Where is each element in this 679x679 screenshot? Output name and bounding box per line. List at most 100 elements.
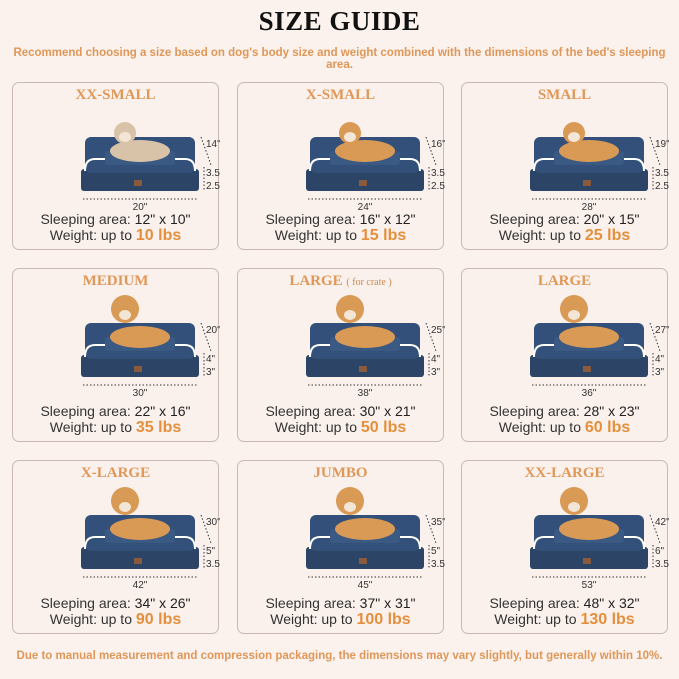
back-height-dim: 25"	[431, 325, 445, 336]
brand-tag	[134, 366, 142, 372]
weight-label: Weight: up to	[270, 611, 353, 627]
size-name: XX-LARGE	[462, 465, 667, 482]
weight-value: 10 lbs	[135, 227, 182, 244]
weight-value: 90 lbs	[135, 611, 182, 628]
weight-label: Weight: up to	[274, 419, 357, 435]
size-card: LARGE 36" 27" 4" 3" Sleeping area: 28" x…	[461, 268, 669, 442]
subtitle: Recommend choosing a size based on dog's…	[13, 47, 666, 71]
size-label: JUMBO	[313, 465, 368, 481]
dog-body	[335, 326, 395, 348]
dog-head	[560, 295, 588, 323]
bed-piping	[84, 536, 196, 550]
base-height-dim: 2.5"	[431, 181, 445, 192]
bed-illustration: 38" 25" 4" 3"	[306, 295, 445, 399]
back-height-dim: 42"	[655, 517, 669, 528]
bed-piping	[309, 158, 421, 172]
footer-note: Due to manual measurement and compressio…	[16, 650, 663, 662]
weight-label: Weight: up to	[49, 611, 132, 627]
dog-head	[111, 487, 139, 515]
width-dim: 20"	[133, 202, 148, 213]
dog-body	[559, 518, 619, 540]
dog-body	[335, 518, 395, 540]
cushion-height-dim: 3.5"	[431, 168, 445, 179]
cushion-height-dim: 4"	[431, 354, 441, 365]
cushion-height-dim: 6"	[655, 546, 665, 557]
cushion-height-dim: 3.5"	[655, 168, 669, 179]
size-card: X-LARGE 42" 30" 5" 3.5" Sleeping area: 3…	[12, 460, 220, 634]
dog-body	[110, 518, 170, 540]
weight-label: Weight: up to	[494, 611, 577, 627]
sleeping-area-label: Sleeping area:	[40, 595, 131, 611]
sleeping-area: Sleeping area: 12" x 10"	[13, 211, 218, 227]
sleeping-area-value: 20" x 15"	[583, 211, 640, 227]
base-height-dim: 3.5"	[431, 559, 445, 570]
base-height-dim: 3"	[206, 367, 216, 378]
sleeping-area-value: 12" x 10"	[134, 211, 191, 227]
sleeping-area-value: 37" x 31"	[359, 595, 416, 611]
bed-illustration: 30" 20" 4" 3"	[81, 295, 220, 399]
bed-illustration: 20" 14" 3.5" 2.5"	[81, 122, 220, 213]
size-name: LARGE	[462, 273, 667, 290]
sleeping-area-label: Sleeping area:	[265, 403, 356, 419]
cushion-height-dim: 3.5"	[206, 168, 220, 179]
size-card: SMALL 28" 19" 3.5" 2.5" Sleeping area: 2…	[461, 82, 669, 250]
sleeping-area-value: 30" x 21"	[359, 403, 416, 419]
weight: Weight: up to 35 lbs	[13, 419, 218, 437]
weight-value: 60 lbs	[584, 419, 631, 436]
weight: Weight: up to 60 lbs	[462, 419, 667, 437]
size-card: XX-LARGE 53" 42" 6" 3.5" Sleeping area: …	[461, 460, 669, 634]
back-height-dim: 16"	[431, 139, 445, 150]
bed-illustration: 24" 16" 3.5" 2.5"	[306, 122, 445, 213]
size-label: SMALL	[537, 87, 592, 103]
back-height-dim: 35"	[431, 517, 445, 528]
bed-piping	[533, 536, 645, 550]
back-height-dim: 27"	[655, 325, 669, 336]
width-dim: 45"	[358, 580, 373, 591]
sleeping-area-label: Sleeping area:	[265, 211, 356, 227]
cat-body	[110, 140, 170, 162]
size-name: LARGE ( for crate )	[238, 273, 443, 290]
bed-piping	[533, 344, 645, 358]
size-name: X-SMALL	[238, 87, 443, 104]
bed-piping	[533, 158, 645, 172]
base-height-dim: 2.5"	[206, 181, 220, 192]
brand-tag	[359, 366, 367, 372]
weight-value: 25 lbs	[584, 227, 631, 244]
weight-value: 130 lbs	[580, 611, 635, 628]
size-label: X-LARGE	[80, 465, 151, 481]
back-height-dim: 30"	[206, 517, 220, 528]
sleeping-area: Sleeping area: 37" x 31"	[238, 595, 443, 611]
bed-piping	[309, 536, 421, 550]
width-dim: 42"	[133, 580, 148, 591]
brand-tag	[134, 558, 142, 564]
sleeping-area-label: Sleeping area:	[265, 595, 356, 611]
sleeping-area-label: Sleeping area:	[489, 403, 580, 419]
sleeping-area-label: Sleeping area:	[489, 595, 580, 611]
width-dim: 30"	[133, 388, 148, 399]
weight: Weight: up to 10 lbs	[13, 227, 218, 245]
size-card: MEDIUM 30" 20" 4" 3" Sleeping area: 22" …	[12, 268, 220, 442]
dog-head	[560, 487, 588, 515]
size-name: X-LARGE	[13, 465, 218, 482]
weight-label: Weight: up to	[274, 227, 357, 243]
brand-tag	[583, 558, 591, 564]
sleeping-area-value: 34" x 26"	[134, 595, 191, 611]
cushion-height-dim: 4"	[206, 354, 216, 365]
base-height-dim: 3.5"	[206, 559, 220, 570]
sleeping-area: Sleeping area: 48" x 32"	[462, 595, 667, 611]
dog-body	[559, 140, 619, 162]
weight-value: 15 lbs	[360, 227, 407, 244]
sleeping-area-value: 28" x 23"	[583, 403, 640, 419]
dog-body	[110, 326, 170, 348]
sleeping-area: Sleeping area: 22" x 16"	[13, 403, 218, 419]
width-dim: 53"	[582, 580, 597, 591]
cushion-height-dim: 5"	[206, 546, 216, 557]
sleeping-area: Sleeping area: 30" x 21"	[238, 403, 443, 419]
weight-label: Weight: up to	[498, 227, 581, 243]
dog-head	[336, 295, 364, 323]
base-height-dim: 3.5"	[655, 559, 669, 570]
bed-illustration: 28" 19" 3.5" 2.5"	[530, 122, 669, 213]
weight: Weight: up to 15 lbs	[238, 227, 443, 245]
weight-label: Weight: up to	[49, 227, 132, 243]
size-label: LARGE	[537, 273, 592, 289]
